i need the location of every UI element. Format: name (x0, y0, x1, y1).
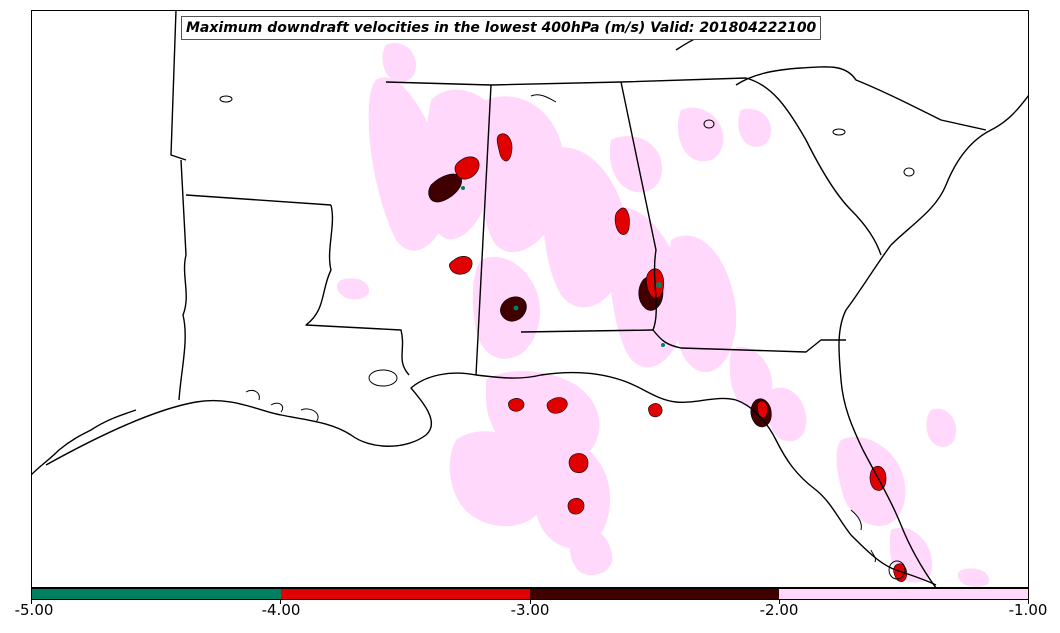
lakes-islands (219, 94, 915, 580)
field-patch (337, 278, 370, 300)
field-patch (368, 77, 446, 251)
colorbar-bin-3 (530, 589, 779, 599)
colorbar-label: -2.00 (759, 601, 799, 619)
coastline-keys (850, 509, 876, 563)
colorbar-bin-4 (779, 589, 1028, 599)
lake-outline (530, 94, 557, 103)
field-patch (729, 346, 773, 409)
field-patch (661, 343, 665, 347)
field-patch (449, 256, 473, 275)
colorbar-label: -4.00 (261, 601, 301, 619)
border-al-fl (520, 329, 654, 333)
border-la-ms (305, 204, 410, 376)
field-patch (614, 207, 630, 235)
field-patch (648, 403, 663, 418)
colorbar-label: -5.00 (14, 601, 54, 619)
border-tx-la (178, 159, 187, 401)
field-patch (668, 235, 737, 373)
coastline-islands (245, 389, 319, 423)
field-patch (449, 431, 547, 527)
border-ms-al (475, 84, 492, 376)
field-patch (767, 387, 807, 442)
field-patch (461, 186, 465, 190)
colorbar-label: -3.00 (510, 601, 550, 619)
field-patch (568, 453, 589, 474)
field-patch (656, 282, 662, 288)
field-patch (609, 136, 663, 193)
lake-outline (703, 119, 715, 129)
map-title: Maximum downdraft velocities in the lowe… (181, 16, 822, 40)
field-patch (496, 133, 513, 162)
field-patch (567, 498, 585, 515)
border-ga-sc (745, 77, 882, 256)
colorbar-tick (31, 600, 32, 604)
border-ar-ok (170, 10, 187, 161)
coastline-gulf (45, 371, 937, 586)
map-panel: Maximum downdraft velocities in the lowe… (31, 10, 1029, 588)
coastline-louisiana (31, 409, 137, 476)
border-ga-fl (652, 329, 846, 353)
field-patch (500, 296, 527, 322)
field-patch (546, 397, 568, 414)
colorbar-tick (779, 600, 780, 604)
lake-okeechobee (888, 560, 906, 580)
field-patch (957, 568, 990, 587)
field-patch (530, 436, 611, 549)
colorbar-bin-2 (281, 589, 530, 599)
field-patch (428, 173, 462, 203)
field-extreme-downdraft (461, 186, 665, 347)
map-frame (31, 10, 1029, 588)
field-patch (738, 108, 771, 147)
border-ar-la (185, 194, 332, 206)
colorbar (31, 588, 1029, 600)
lake-outline (832, 128, 846, 136)
field-patch (542, 147, 627, 308)
coastline-atlantic (838, 94, 1029, 588)
map-canvas (31, 10, 1029, 588)
field-patch (513, 305, 519, 311)
colorbar-label: -1.00 (1008, 601, 1048, 619)
colorbar-tick (530, 600, 531, 604)
field-very-strong-downdraft (428, 173, 772, 428)
field-patch (454, 156, 480, 180)
field-patch (382, 42, 416, 82)
field-patch (926, 408, 956, 447)
lake-pontchartrain (368, 369, 398, 387)
field-patch (569, 526, 613, 575)
geographic-boundaries (31, 10, 1029, 588)
lake-outline (903, 167, 915, 177)
field-patch (757, 400, 768, 418)
colorbar-tick (280, 600, 281, 604)
border-al-ga (620, 81, 657, 331)
field-patch (508, 397, 525, 412)
colorbar-bin-1 (32, 589, 281, 599)
lake-outline (219, 95, 233, 103)
border-ms-tn (385, 81, 492, 86)
border-nc-sc (735, 66, 987, 131)
colorbar-tick (1028, 600, 1029, 604)
